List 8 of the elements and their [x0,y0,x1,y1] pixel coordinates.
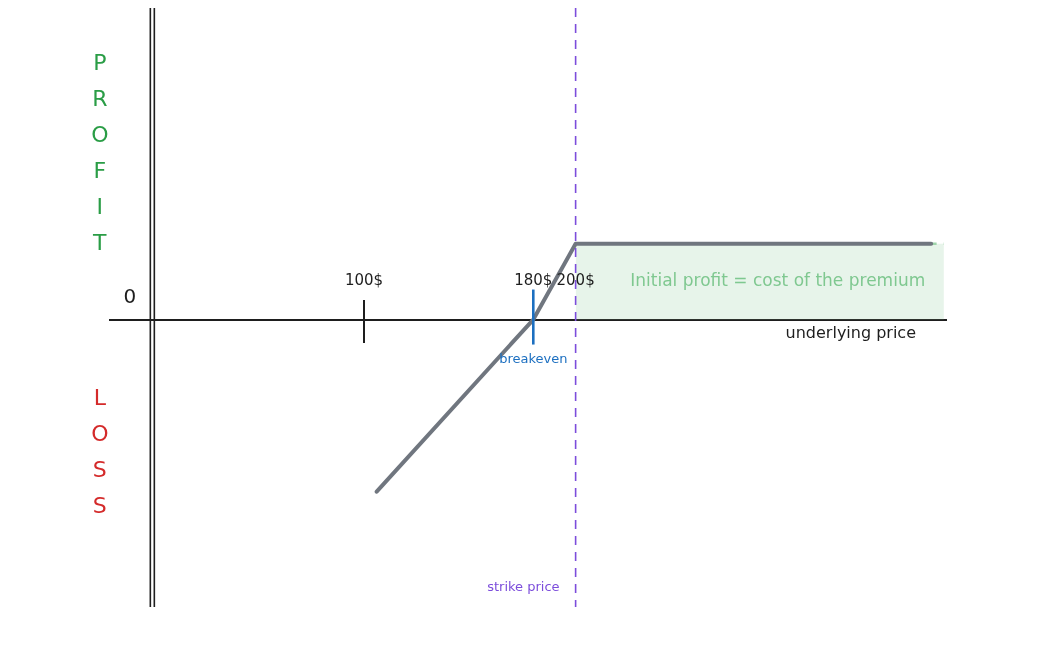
annotation: breakeven [499,350,568,366]
annotation: 0 [123,283,137,308]
x-tick-label: 180$ [514,271,553,290]
ref-line-label: strike price [487,579,560,595]
annotation: PROFIT [87,49,113,266]
annotation: LOSS [87,385,113,530]
x-axis-title: underlying price [785,322,916,342]
x-tick-label: 100$ [344,271,384,290]
